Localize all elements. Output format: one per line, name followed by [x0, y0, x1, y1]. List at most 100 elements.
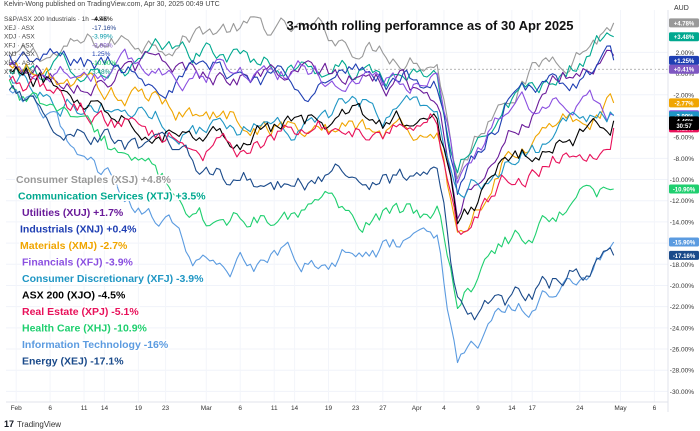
series-label: Industrials (XNJ) +0.4% [20, 224, 137, 236]
series-line [8, 48, 614, 184]
x-tick-label: Feb [11, 405, 23, 412]
series-line [9, 89, 615, 364]
x-tick-label: 11 [271, 405, 278, 412]
footer-brand[interactable]: 17 TradingView [4, 419, 61, 429]
legend-value: 3.48% [92, 69, 111, 76]
x-tick-label: 6 [48, 405, 52, 412]
x-tick-label: 17 [529, 405, 537, 412]
x-tick-label: 14 [101, 405, 109, 412]
legend-value: -3.89% [92, 42, 113, 49]
legend-instrument: XEJ · ASX [4, 25, 35, 32]
series-label: ASX 200 (XJO) -4.5% [22, 290, 126, 302]
price-badge [669, 250, 699, 260]
price-badge [669, 184, 699, 194]
series-label: Consumer Discretionary (XFJ) -3.9% [22, 273, 204, 285]
series-line [8, 79, 614, 310]
price-badge-label: -10.90% [673, 188, 696, 194]
x-tick-label: 27 [379, 405, 387, 412]
legend-value: -10.90% [92, 60, 116, 67]
price-badge [669, 98, 699, 108]
y-tick-label: -22.00% [670, 304, 694, 311]
legend-instrument: XFJ · ASX [4, 42, 35, 49]
y-tick-label: -2.00% [673, 92, 694, 99]
y-tick-label: -18.00% [670, 262, 694, 269]
series-line [9, 49, 615, 220]
x-tick-label: 19 [325, 405, 333, 412]
legend-value: -4.46% [92, 16, 113, 23]
price-badge [669, 32, 699, 42]
series-line [8, 45, 615, 196]
legend-instrument: XDJ · ASX [4, 34, 35, 41]
series-label: Materials (XMJ) -2.7% [20, 240, 128, 252]
brand-name: TradingView [17, 419, 62, 429]
x-tick-label: 14 [508, 405, 516, 412]
x-tick-label: May [614, 405, 627, 412]
series-line [9, 66, 615, 225]
x-tick-label: 23 [162, 405, 170, 412]
legend-instrument: XHJ · ASX [4, 60, 35, 67]
x-tick-label: Mar [201, 405, 213, 412]
y-tick-label: -14.00% [670, 219, 694, 226]
price-badges: +4.78%+3.48%+1.25%-2.77%-3.89%-3.99%-4.4… [669, 18, 699, 260]
y-tick-label: -20.00% [670, 283, 694, 290]
grid [6, 10, 668, 402]
x-tick-label: 9 [476, 405, 480, 412]
tradingview-logo-icon: 17 [4, 419, 15, 429]
series-label: Consumer Staples (XSJ) +4.8% [16, 174, 172, 186]
x-tick-label: Apr [412, 405, 423, 412]
top-legend: S&P/ASX 200 Industrials · 1h · ASX-4.46%… [4, 16, 116, 76]
series-labels: Consumer Staples (XSJ) +4.8% Communicatio… [15, 173, 208, 370]
price-badge [669, 18, 699, 28]
price-badge-label: +1.25% [674, 59, 695, 65]
price-badge [669, 237, 699, 247]
price-badge [669, 55, 699, 65]
series-lines [8, 16, 615, 364]
price-badge-label: -2.77% [674, 101, 694, 107]
series-line [8, 84, 615, 321]
x-tick-label: 6 [653, 405, 657, 412]
legend-instrument: XTJ · ASX [4, 69, 35, 76]
y-tick-label: -6.00% [673, 135, 694, 142]
price-badge-label: -15.90% [673, 241, 696, 247]
series-label: Energy (XEJ) -17.1% [22, 356, 124, 368]
x-tick-label: 11 [81, 405, 88, 412]
y-tick-label: -30.00% [670, 389, 694, 396]
legend-instrument: S&P/ASX 200 Industrials · 1h · ASX [4, 16, 108, 23]
series-label: Health Care (XHJ) -10.9% [22, 323, 148, 335]
price-badge [669, 64, 699, 74]
series-label: Real Estate (XPJ) -5.1% [22, 306, 139, 318]
series-line [8, 74, 615, 235]
y-tick-label: -28.00% [670, 368, 694, 375]
x-tick-label: 24 [576, 405, 584, 412]
price-badge-label: -17.16% [673, 254, 696, 260]
price-badge-label: +0.41% [674, 68, 695, 74]
series-line [8, 16, 615, 180]
y-tick-label: -12.00% [670, 198, 694, 205]
legend-value: 1.25% [92, 51, 111, 58]
y-tick-label: 2.00% [676, 50, 695, 57]
series-line [8, 72, 615, 199]
price-badge-label: +3.48% [674, 35, 695, 41]
series-label: Information Technology -16% [22, 339, 169, 351]
x-tick-label: 14 [291, 405, 299, 412]
price-badge-label: +4.78% [674, 21, 695, 27]
y-tick-label: -8.00% [673, 156, 694, 163]
price-badge-label: 30:57 [676, 124, 692, 130]
legend-value: -17.16% [92, 25, 116, 32]
y-tick-label: 0.00% [676, 71, 695, 78]
x-tick-label: 23 [352, 405, 360, 412]
legend-instrument: XNJ · ASX [4, 51, 35, 58]
x-tick-label: 4 [442, 405, 446, 412]
series-label: Utilities (XUJ) +1.7% [22, 207, 124, 219]
legend-value: -3.99% [92, 34, 113, 41]
x-tick-label: 19 [135, 405, 143, 412]
y-tick-label: -24.00% [670, 325, 694, 332]
x-axis: Feb 6 11 14 19 23 Mar 6 11 14 19 23 27 Apr 4 9 14 17 24 May… [6, 401, 668, 412]
x-tick-label: 6 [238, 405, 242, 412]
chart-title: 3-month rolling perforamnce as of 30 Apr… [286, 18, 573, 33]
publisher-info: Kelvin-Wong published on TradingView.com… [4, 1, 220, 8]
y-tick-label: -10.00% [670, 177, 694, 184]
price-badge [669, 120, 699, 130]
y-tick-label: -26.00% [670, 347, 694, 354]
